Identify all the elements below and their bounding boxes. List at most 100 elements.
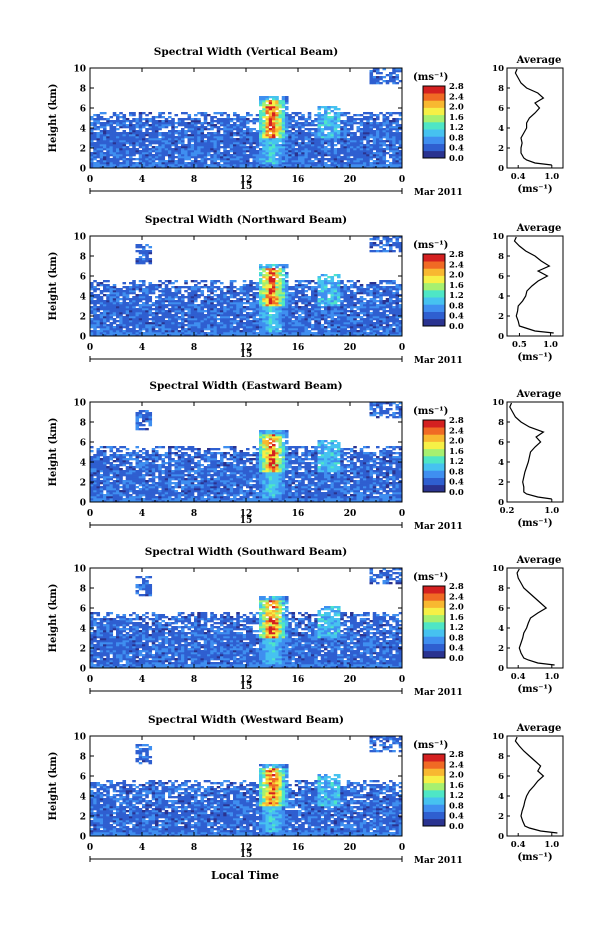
heatmap-cell [350,128,354,130]
heatmap-cell [331,316,335,318]
heatmap-cell [285,116,289,118]
heatmap-cell [129,142,133,144]
heatmap-cell [376,304,380,306]
heatmap-cell [249,136,253,138]
heatmap-cell [308,282,312,284]
heatmap-cell [337,326,341,328]
heatmap-cell [142,158,146,160]
heatmap-cell [279,318,283,320]
heatmap-cell [282,100,286,102]
heatmap-cell [272,326,276,328]
heatmap-cell [136,122,140,124]
heatmap-cell [110,146,114,148]
heatmap-cell [389,146,393,148]
heatmap-cell [116,162,120,164]
heatmap-cell [350,320,354,322]
heatmap-cell [266,156,270,158]
heatmap-cell [363,302,367,304]
heatmap-cell [392,242,396,244]
heatmap-cell [171,136,175,138]
heatmap-cell [269,268,273,270]
heatmap-cell [129,330,133,332]
heatmap-cell [259,268,263,270]
heatmap-cell [272,120,276,122]
heatmap-cell [266,158,270,160]
heatmap-cell [142,296,146,298]
heatmap-cell [240,314,244,316]
heatmap-cell [256,306,260,308]
heatmap-cell [370,132,374,134]
colorbar-unit: (ms⁻¹) [413,72,448,83]
heatmap-cell [269,322,273,324]
heatmap-cell [311,326,315,328]
heatmap-cell [243,280,247,282]
heatmap-cell [142,138,146,140]
heatmap-cell [379,324,383,326]
heatmap-cell [139,288,143,290]
heatmap-cell [197,120,201,122]
heatmap-cell [279,158,283,160]
heatmap-cell [272,98,276,100]
heatmap-cell [392,280,396,282]
heatmap-cell [188,124,192,126]
heatmap-cell [197,144,201,146]
heatmap-cell [337,300,341,302]
y-axis-label: Height (km) [48,84,59,153]
heatmap-cell [379,138,383,140]
heatmap-cell [145,120,149,122]
heatmap-cell [165,330,169,332]
heatmap-cell [292,312,296,314]
heatmap-cell [275,312,279,314]
heatmap-cell [331,330,335,332]
heatmap-cell [197,328,201,330]
heatmap-cell [392,310,396,312]
heatmap-cell [181,158,185,160]
heatmap-cell [340,132,344,134]
heatmap-cell [370,318,374,320]
heatmap-cell [175,152,179,154]
heatmap-cell [383,322,387,324]
heatmap-cell [207,332,211,334]
heatmap-cell [171,298,175,300]
heatmap-cell [357,148,361,150]
heatmap-cell [240,152,244,154]
heatmap-cell [236,294,240,296]
heatmap-cell [327,154,331,156]
heatmap-cell [275,102,279,104]
heatmap-cell [392,118,396,120]
heatmap-cell [272,160,276,162]
heatmap-cell [236,138,240,140]
heatmap-cell [90,320,94,322]
heatmap-cell [266,332,270,334]
y-tick-label: 10 [73,65,86,75]
heatmap-cell [259,302,263,304]
y-tick-label: 4 [80,125,86,135]
heatmap-cell [145,308,149,310]
heatmap-cell [132,300,136,302]
heatmap-cell [282,292,286,294]
heatmap-cell [308,288,312,290]
heatmap-cell [158,160,162,162]
heatmap-cell [123,114,127,116]
heatmap-cell [90,286,94,288]
heatmap-cell [106,294,110,296]
heatmap-cell [129,322,133,324]
heatmap-cell [282,146,286,148]
heatmap-cell [272,314,276,316]
heatmap-cell [201,114,205,116]
heatmap-cell [298,290,302,292]
heatmap-cell [217,324,221,326]
heatmap-cell [230,302,234,304]
heatmap-cell [340,314,344,316]
heatmap-cell [337,126,341,128]
heatmap-cell [269,124,273,126]
heatmap-cell [259,98,263,100]
heatmap-cell [106,132,110,134]
heatmap-cell [188,302,192,304]
heatmap-cell [165,294,169,296]
heatmap-cell [233,148,237,150]
heatmap-cell [259,112,263,114]
heatmap-cell [324,150,328,152]
heatmap-cell [217,132,221,134]
heatmap-cell [373,310,377,312]
